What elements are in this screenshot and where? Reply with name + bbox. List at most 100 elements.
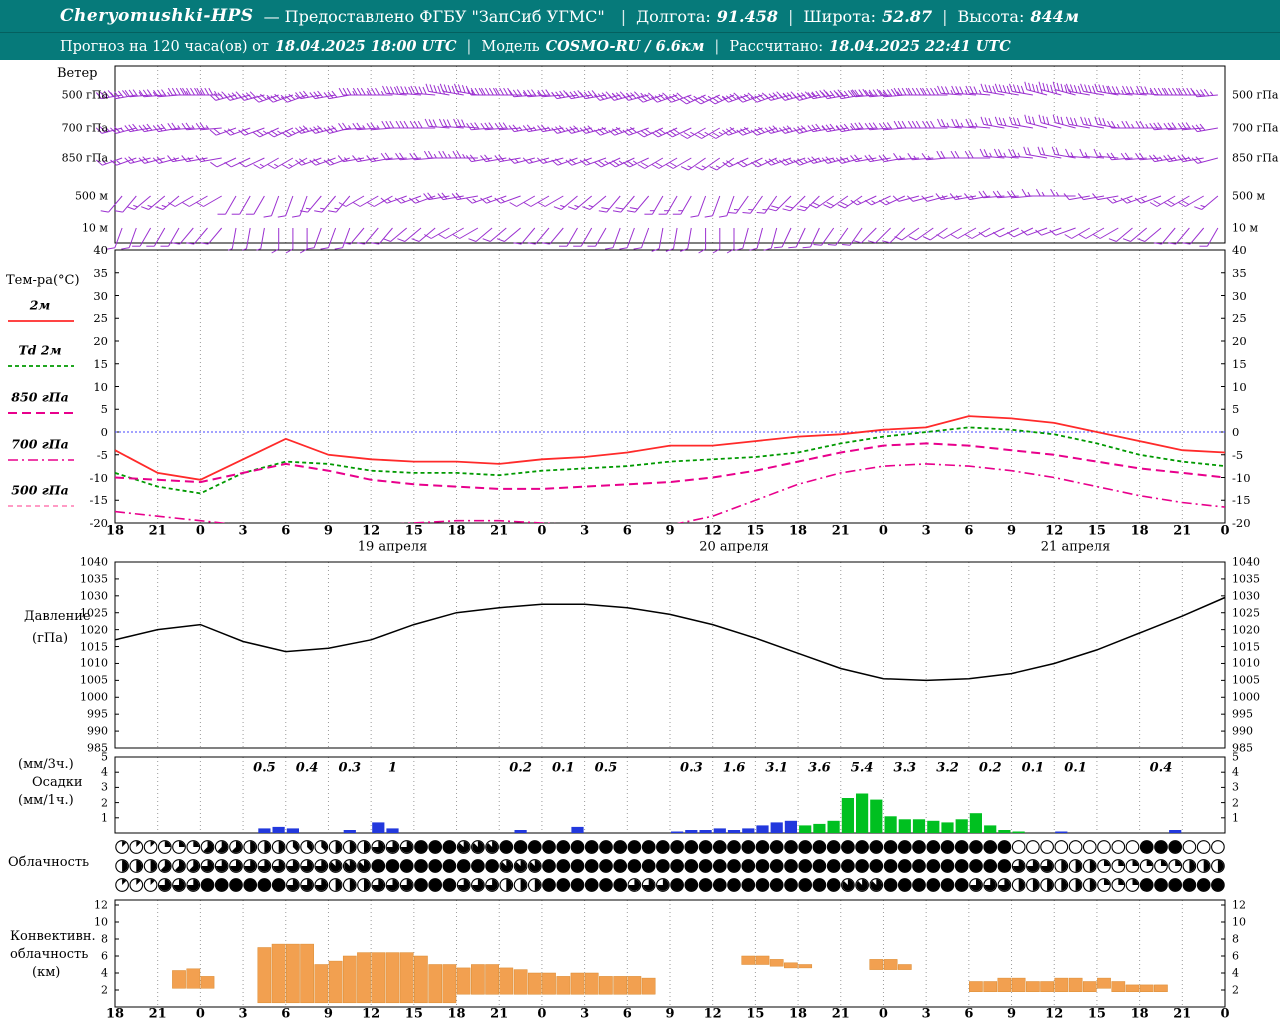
wind-barb-tick: [627, 210, 636, 213]
wind-barb-tick: [1121, 120, 1127, 129]
wind-barb-tick: [676, 92, 684, 99]
convective-cloud-bar: [172, 970, 186, 989]
wind-barb-tick: [537, 202, 546, 207]
wind-barb-shaft: [544, 195, 564, 207]
cloud-cover-fill: [364, 841, 370, 853]
wind-barb-tick: [1178, 87, 1184, 96]
wind-barb-tick: [441, 192, 448, 200]
wind-barb-tick: [796, 158, 804, 165]
wind-barb-tick: [850, 125, 854, 130]
convective-cloud-bar: [286, 943, 300, 1004]
wind-barb-tick: [1177, 123, 1184, 131]
wind-barb-shaft: [174, 195, 194, 207]
wind-barb-tick: [1191, 157, 1198, 164]
wind-barb-tick: [736, 129, 744, 136]
wind-barb-tick: [114, 91, 120, 99]
wind-barb-tick: [1007, 231, 1015, 238]
convective-cloud-bar: [357, 952, 371, 1004]
wind-barb-tick: [512, 89, 519, 97]
wind-barb-tick: [911, 87, 917, 96]
cloud-cover-fill: [415, 860, 427, 872]
temperature-panel-label: Тем-ра(°C): [6, 273, 80, 288]
cloud-cover-fill: [122, 879, 127, 885]
wind-barb-tick: [427, 192, 434, 200]
wind-barb-tick: [994, 83, 999, 92]
precip-bar: [984, 825, 997, 833]
wind-barb-tick: [465, 197, 473, 204]
wind-barb-tick: [142, 124, 149, 132]
cloud-cover-fill: [585, 860, 598, 872]
wind-barb-tick: [1065, 83, 1070, 92]
wind-barb-tick: [438, 118, 444, 127]
cloud-cover-symbol: [1011, 840, 1026, 854]
wind-barb-shaft: [245, 157, 265, 168]
cloud-cover-fill: [273, 860, 285, 872]
wind-barb-tick: [843, 90, 850, 98]
wind-barb-tick: [472, 198, 477, 203]
wind-barb-tick: [331, 90, 338, 98]
wind-barb-tick: [122, 90, 128, 97]
wind-barb-tick: [262, 130, 268, 134]
wind-barb-tick: [1020, 229, 1028, 236]
wind-barb-tick: [385, 86, 391, 94]
wind-barb-tick: [267, 131, 275, 138]
wind-barb-tick: [295, 92, 302, 99]
cloud-cover-fill: [827, 841, 840, 853]
wind-barb-tick: [715, 165, 721, 169]
wind-barb-tick: [612, 210, 621, 213]
cloud-cover-fill: [671, 860, 684, 872]
wind-barb-tick: [1112, 198, 1117, 203]
wind-barb-tick: [650, 96, 658, 103]
wind-barb-tick: [171, 87, 177, 96]
wind-barb-tick: [334, 247, 343, 250]
wind-barb-tick: [346, 87, 352, 96]
wind-barb-tick: [980, 116, 985, 125]
cloud-cover-fill: [1155, 841, 1167, 853]
wind-barb-tick: [1134, 197, 1142, 204]
wind-barb-tick: [1167, 87, 1173, 96]
wind-barb-shaft: [849, 227, 863, 246]
wind-barb-tick: [541, 89, 547, 97]
wind-barb-shaft: [260, 157, 279, 169]
wind-barb-tick: [447, 153, 452, 159]
cloud-cover-fill: [756, 841, 769, 853]
wind-barb-shaft: [1189, 227, 1205, 245]
cloud-cover-fill: [401, 879, 413, 891]
wind-barb-tick: [249, 91, 257, 98]
wind-barb-tick: [1171, 87, 1177, 96]
wind-barb-tick: [291, 130, 296, 134]
wind-barb-tick: [186, 242, 195, 245]
wind-barb-tick: [531, 89, 537, 97]
cloud-cover-fill: [1155, 879, 1167, 891]
cloud-cover-symbol: [1111, 840, 1126, 854]
wind-barb-tick: [466, 87, 472, 96]
wind-barb-tick: [827, 244, 836, 246]
wind-barb-tick: [893, 87, 899, 96]
wind-barb-tick: [871, 200, 876, 204]
cloud-cover-fill: [1089, 879, 1096, 891]
wind-barb-tick: [622, 94, 629, 101]
wind-barb-tick: [804, 91, 812, 98]
wind-barb-tick: [494, 123, 501, 131]
wind-barb-tick: [95, 159, 103, 166]
wind-barb-tick: [1125, 86, 1131, 94]
wind-barb-tick: [309, 159, 317, 166]
longitude-value: 91.458: [716, 6, 778, 26]
cloud-cover-fill: [150, 841, 155, 847]
wind-barb-tick: [107, 247, 115, 250]
wind-barb-tick: [1084, 117, 1088, 126]
wind-barb-tick: [518, 126, 523, 131]
wind-barb-shaft: [549, 227, 564, 245]
convective-cloud-bar: [1068, 977, 1083, 992]
cloud-cover-fill: [250, 841, 256, 853]
cloud-cover-fill: [486, 879, 498, 891]
convective-cloud-bar: [1125, 984, 1140, 992]
wind-barb-tick: [989, 152, 992, 158]
wind-barb-tick: [494, 197, 502, 204]
wind-barb-tick: [447, 85, 452, 93]
wind-barb-tick: [99, 126, 107, 133]
cloud-cover-fill: [173, 879, 185, 891]
wind-barb-tick: [721, 95, 727, 100]
wind-barb-tick: [395, 120, 401, 129]
